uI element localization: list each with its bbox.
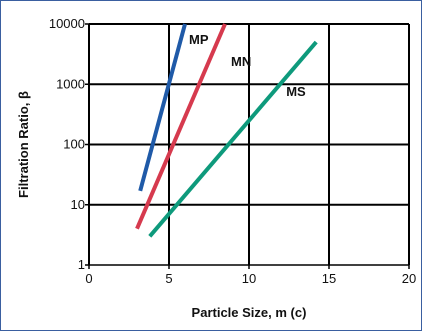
y-tick-label: 10 [71,197,85,212]
series-line-mn [135,23,227,230]
y-tick-label: 100 [63,137,85,152]
y-tick-label: 10000 [49,16,85,31]
series-label-mp: MP [189,32,209,47]
y-tick-label: 1000 [56,76,85,91]
x-tick-label: 0 [85,271,92,286]
y-axis-title: Filtration Ratio, β [16,91,31,198]
series-label-ms: MS [286,84,306,99]
series-line-ms [148,40,318,238]
x-tick-label: 20 [402,271,416,286]
y-tick-label: 1 [78,257,85,272]
x-tick-label: 15 [322,271,336,286]
grid [88,23,410,265]
series-line-mp [138,23,187,192]
series-label-mn: MN [231,54,251,69]
x-tick-label: 5 [165,271,172,286]
series-labels: MP MN MS [189,32,306,99]
axes [85,23,410,269]
ticks: 0 5 10 15 20 1 10 100 1000 10000 [49,16,416,286]
x-tick-label: 10 [242,271,256,286]
series-lines [135,23,318,238]
x-axis-title: Particle Size, m (c) [192,305,307,320]
